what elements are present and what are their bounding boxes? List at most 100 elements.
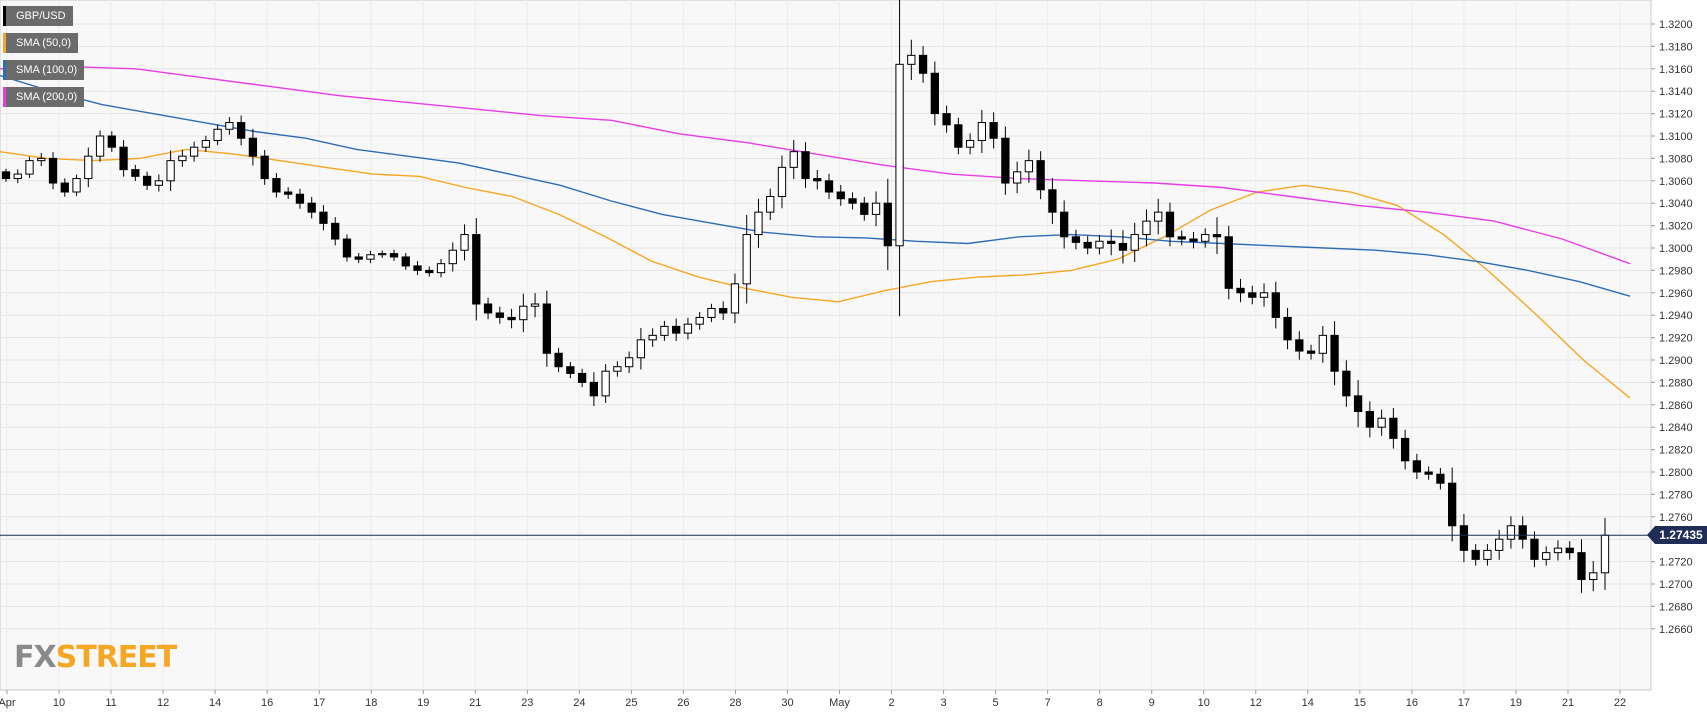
- legend-item-sma-100[interactable]: SMA (100,0): [3, 60, 85, 80]
- y-tick-label: 1.2680: [1659, 601, 1693, 613]
- bearish-candle: [507, 308, 516, 329]
- candle-body: [566, 366, 575, 374]
- bullish-candle: [13, 169, 22, 184]
- bullish-candle: [1589, 561, 1598, 592]
- legend: GBP/USD SMA (50,0) SMA (100,0) SMA (200,…: [3, 6, 85, 114]
- candle-body: [1236, 287, 1245, 294]
- bearish-candle: [989, 112, 998, 149]
- y-tick-label: 1.3060: [1659, 176, 1693, 188]
- candle-body: [695, 316, 704, 325]
- candle-body: [1, 171, 11, 180]
- bullish-candle: [1377, 409, 1386, 436]
- candle-body: [72, 178, 81, 193]
- candle-body: [1083, 241, 1092, 249]
- y-tick-label: 1.2660: [1659, 624, 1693, 636]
- candle-body: [483, 303, 493, 314]
- bullish-candle: [707, 303, 716, 323]
- candle-body: [1318, 334, 1327, 354]
- y-tick-label: 1.2700: [1659, 579, 1693, 591]
- candle-body: [613, 366, 622, 372]
- bearish-candle: [1036, 151, 1045, 200]
- x-tick-label: 19: [1510, 697, 1522, 709]
- bullish-candle: [1318, 325, 1327, 363]
- candle-body: [1212, 234, 1222, 238]
- candle-body: [1165, 211, 1175, 238]
- bullish-candle: [636, 328, 646, 370]
- bearish-candle: [295, 188, 305, 209]
- bullish-candle: [213, 124, 222, 146]
- candle-body: [848, 198, 857, 204]
- legend-item-sma-50[interactable]: SMA (50,0): [3, 33, 79, 53]
- candle-body: [460, 234, 469, 251]
- bearish-candle: [472, 218, 481, 321]
- candle-body: [107, 135, 116, 148]
- candle-body: [1060, 211, 1069, 238]
- legend-item-sma-200[interactable]: SMA (200,0): [3, 87, 85, 107]
- bullish-candle: [1201, 228, 1210, 248]
- bearish-candle: [425, 266, 434, 277]
- bullish-candle: [448, 242, 457, 272]
- bullish-candle: [189, 141, 199, 162]
- legend-label: GBP/USD: [16, 10, 66, 22]
- x-tick-label: 28: [729, 697, 741, 709]
- candle-body: [448, 249, 457, 265]
- candle-body: [25, 160, 34, 175]
- bearish-candle: [1048, 178, 1057, 224]
- bearish-candle: [672, 318, 681, 341]
- bullish-candle: [907, 39, 916, 80]
- candle-body: [1577, 552, 1586, 581]
- candle-body: [813, 178, 822, 182]
- candle-body: [1483, 549, 1492, 560]
- legend-swatch: [3, 33, 6, 53]
- bearish-candle: [1400, 429, 1410, 470]
- candle-body: [1154, 211, 1163, 222]
- candle-body: [84, 155, 93, 180]
- candle-body: [1471, 549, 1480, 560]
- bearish-candle: [1083, 236, 1092, 255]
- bearish-candle: [1342, 360, 1351, 407]
- candle-body: [307, 202, 316, 213]
- candle-body: [883, 202, 892, 247]
- candle-body: [60, 182, 69, 193]
- y-tick-label: 1.3140: [1659, 86, 1693, 98]
- bearish-candle: [483, 297, 493, 320]
- candle-body: [1342, 370, 1351, 397]
- y-tick-label: 1.3120: [1659, 109, 1693, 121]
- bullish-candle: [166, 150, 175, 191]
- x-tick-label: 8: [1097, 697, 1103, 709]
- bullish-candle: [977, 110, 987, 154]
- bearish-candle: [1177, 230, 1186, 246]
- bullish-candle: [1024, 149, 1034, 183]
- bearish-candle: [60, 178, 69, 197]
- candle-body: [389, 253, 399, 258]
- bearish-candle: [331, 217, 340, 246]
- x-tick-label: 21: [469, 697, 481, 709]
- candle-body: [1306, 350, 1316, 354]
- candle-body: [472, 234, 481, 305]
- candle-body: [1600, 534, 1610, 574]
- bullish-candle: [601, 364, 610, 403]
- x-tick-label: 10: [53, 697, 65, 709]
- bearish-candle: [1436, 467, 1445, 490]
- bearish-candle: [1389, 408, 1398, 449]
- candle-body: [1201, 234, 1210, 242]
- candle-body: [836, 191, 845, 200]
- candle-body: [237, 122, 246, 139]
- bearish-candle: [272, 173, 281, 198]
- legend-item-gbpusd[interactable]: GBP/USD: [3, 6, 73, 26]
- bearish-candle: [554, 347, 563, 373]
- bullish-candle: [1154, 198, 1163, 235]
- y-tick-label: 1.2780: [1659, 489, 1693, 501]
- bullish-candle: [519, 293, 528, 333]
- x-axis: Apr 10 11 12 14 16 17 18 19 21 23 24 25 26 28 30 May 2 3 5 7…: [0, 690, 1626, 709]
- x-tick-label: 14: [1302, 697, 1314, 709]
- candle-body: [554, 352, 563, 368]
- y-tick-label: 1.3100: [1659, 131, 1693, 143]
- candle-body: [319, 211, 328, 224]
- candle-body: [683, 323, 693, 334]
- last-price-tag: 1.27435: [1647, 526, 1707, 545]
- candle-body: [1283, 316, 1292, 341]
- bullish-candle: [1542, 546, 1551, 566]
- candle-body: [965, 139, 975, 148]
- bullish-candle: [777, 155, 787, 209]
